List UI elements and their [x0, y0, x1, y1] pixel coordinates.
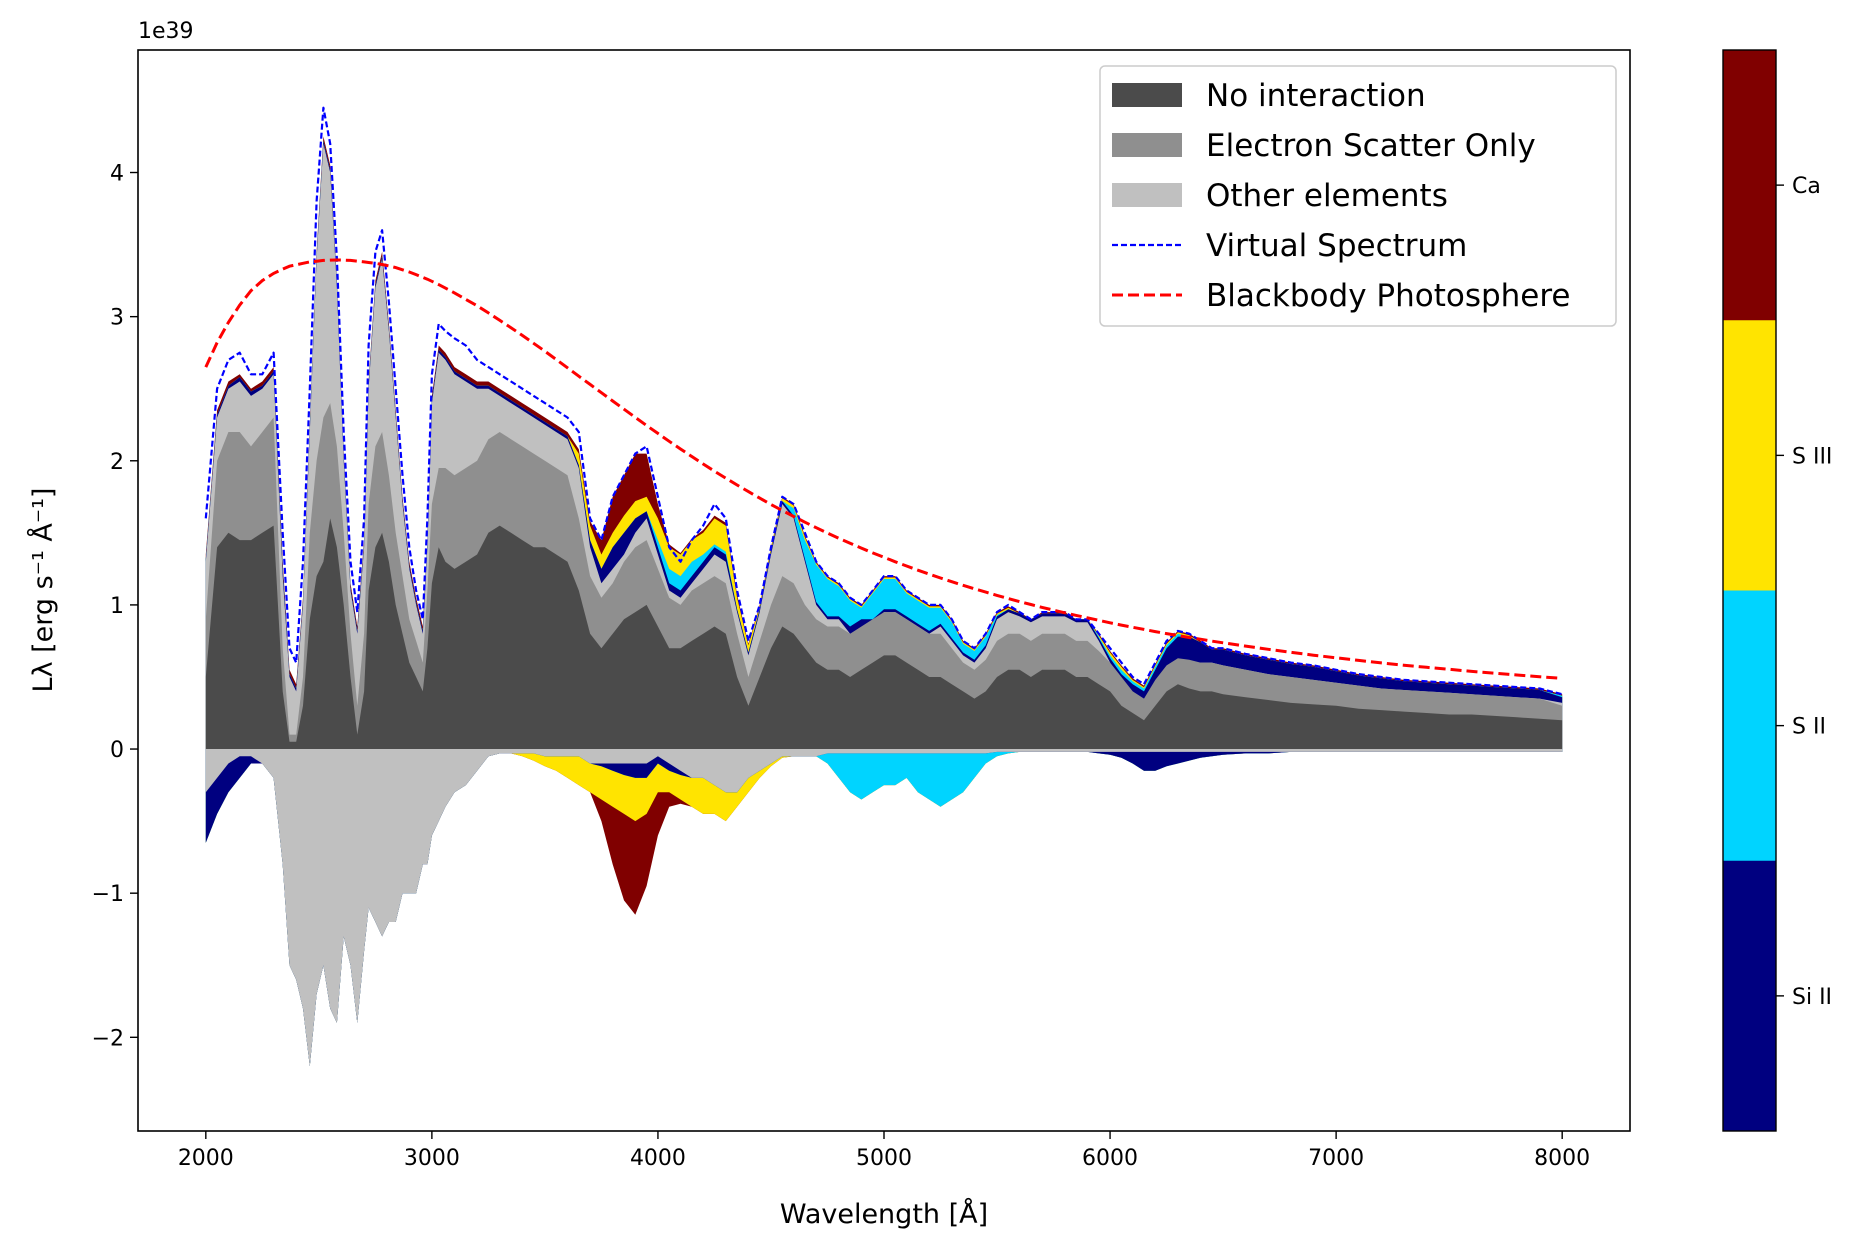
element-colorbar: Ca S III S II Si II [1722, 49, 1832, 1132]
colorbar-label: Ca [1792, 174, 1821, 199]
colorbar-label: S II [1792, 715, 1826, 740]
x-tick-label: 4000 [630, 1146, 686, 1171]
y-tick-label: 3 [110, 306, 124, 331]
colorbar-segment [1723, 860, 1776, 1132]
x-tick-label: 8000 [1534, 1146, 1590, 1171]
absorption-area-other-elements [205, 749, 1563, 1067]
legend-label: Other elements [1206, 178, 1448, 214]
y-axis-ticks: −2 −1 0 1 2 3 4 [92, 162, 138, 1051]
line-layers [204, 106, 1563, 696]
colorbar-label: S III [1792, 444, 1832, 469]
legend-swatch [1112, 83, 1182, 107]
y-tick-label: −1 [92, 882, 124, 907]
y-axis-label: Lλ [erg s⁻¹ Å⁻¹] [27, 488, 59, 693]
x-tick-label: 7000 [1308, 1146, 1364, 1171]
legend-swatch [1112, 133, 1182, 157]
y-tick-label: 4 [110, 162, 124, 187]
blackbody-photosphere-line [204, 258, 1563, 680]
x-tick-label: 5000 [856, 1146, 912, 1171]
area-no-interaction [205, 518, 1563, 749]
legend-box [1099, 65, 1617, 327]
legend-label: Electron Scatter Only [1206, 128, 1536, 164]
x-tick-label: 2000 [178, 1146, 234, 1171]
colorbar-label: Si II [1792, 985, 1832, 1010]
colorbar-segment [1723, 50, 1776, 321]
colorbar-segment [1723, 320, 1776, 591]
legend-label: Virtual Spectrum [1206, 228, 1467, 264]
y-tick-label: 1 [110, 594, 124, 619]
y-tick-label: −2 [92, 1026, 124, 1051]
x-axis-label: Wavelength [Å] [780, 1198, 988, 1230]
x-axis-ticks: 2000 3000 4000 5000 6000 7000 8000 [178, 1131, 1590, 1171]
colorbar-frame [1722, 49, 1777, 1132]
y-tick-label: 2 [110, 450, 124, 475]
legend: No interaction Electron Scatter Only Other… [1099, 65, 1617, 327]
legend-swatch [1112, 183, 1182, 207]
x-tick-label: 3000 [404, 1146, 460, 1171]
x-tick-label: 6000 [1082, 1146, 1138, 1171]
y-offset-text: 1e39 [138, 19, 194, 44]
area-layers [205, 136, 1563, 1067]
y-tick-label: 0 [110, 738, 124, 763]
legend-label: No interaction [1206, 78, 1426, 114]
legend-label: Blackbody Photosphere [1206, 278, 1571, 314]
colorbar-segment [1723, 590, 1776, 862]
